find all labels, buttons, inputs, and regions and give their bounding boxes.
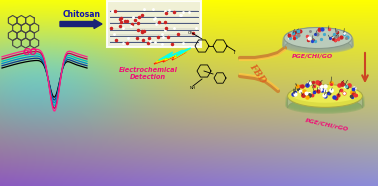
Polygon shape xyxy=(159,48,191,60)
Ellipse shape xyxy=(282,34,354,49)
Ellipse shape xyxy=(282,33,354,47)
Polygon shape xyxy=(284,28,352,48)
Ellipse shape xyxy=(285,89,364,105)
Ellipse shape xyxy=(282,33,354,49)
FancyArrow shape xyxy=(60,20,102,28)
Ellipse shape xyxy=(285,95,364,111)
Text: Electrochemical
Detection: Electrochemical Detection xyxy=(119,67,177,80)
Ellipse shape xyxy=(282,39,354,54)
Text: CF₃: CF₃ xyxy=(188,31,195,35)
Text: I: I xyxy=(234,51,235,55)
Ellipse shape xyxy=(282,38,354,52)
Polygon shape xyxy=(156,50,188,62)
Ellipse shape xyxy=(282,36,354,51)
Ellipse shape xyxy=(282,31,354,46)
Ellipse shape xyxy=(285,98,364,114)
Ellipse shape xyxy=(285,96,364,112)
Text: PGE/CHI/GO: PGE/CHI/GO xyxy=(292,54,334,59)
Polygon shape xyxy=(158,49,190,61)
Text: GO: GO xyxy=(23,48,37,57)
Ellipse shape xyxy=(282,36,354,52)
FancyBboxPatch shape xyxy=(107,1,201,47)
Polygon shape xyxy=(288,86,363,108)
Ellipse shape xyxy=(285,94,364,110)
Ellipse shape xyxy=(285,92,364,108)
Ellipse shape xyxy=(291,85,359,103)
Text: FBD: FBD xyxy=(248,62,268,84)
Ellipse shape xyxy=(285,91,364,107)
Polygon shape xyxy=(154,52,186,64)
Text: PGE/CHI/rGO: PGE/CHI/rGO xyxy=(305,118,349,132)
Text: Chitosan: Chitosan xyxy=(63,10,101,19)
Ellipse shape xyxy=(284,28,352,49)
Polygon shape xyxy=(155,51,187,63)
Ellipse shape xyxy=(288,85,363,107)
Ellipse shape xyxy=(285,93,364,109)
Ellipse shape xyxy=(285,97,364,113)
Ellipse shape xyxy=(285,90,364,106)
Text: NH: NH xyxy=(190,86,196,90)
